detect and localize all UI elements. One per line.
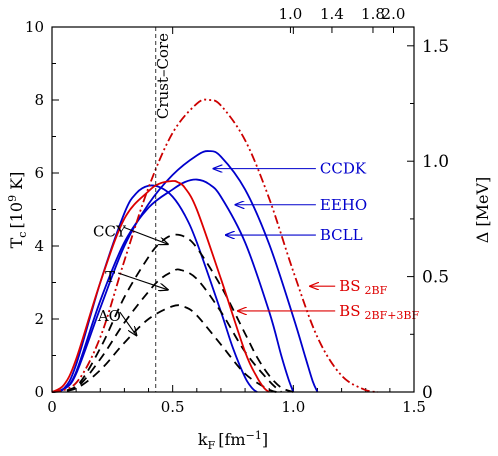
annotations: CCDK EEHO BCLL CCY T AO BS 2BF BS 2BF+3BF	[93, 160, 420, 336]
y2-tick-label: 0	[422, 383, 433, 403]
series-eeho	[51, 178, 295, 393]
label-bs-2bf-main: BS	[339, 277, 360, 295]
x-axis-title-unit-end: ]	[262, 430, 268, 449]
y-axis-title-unit-sup: 9	[6, 195, 19, 202]
series-ao	[51, 304, 277, 393]
crust-core-label: Crust–Core	[154, 33, 172, 119]
y2-tick-label: 1.5	[422, 37, 449, 57]
x-axis-title-main: k	[198, 430, 208, 449]
label-eeho: EEHO	[320, 196, 367, 214]
label-bs-2bf: BS 2BF	[339, 277, 387, 297]
series-ccdk	[51, 150, 319, 393]
y-tick-label: 0	[34, 383, 44, 401]
y-axis-title-unit-end: K]	[7, 172, 26, 195]
arrow-ccy	[123, 226, 168, 244]
y-tick-label: 6	[34, 164, 44, 182]
curves	[51, 98, 378, 393]
label-bs-2bf-sub: 2BF	[364, 284, 387, 297]
label-ccdk: CCDK	[320, 160, 367, 178]
y-axis-title-main: T	[7, 237, 26, 248]
y-axis-title-unit: [10	[7, 202, 26, 229]
y-axis-title: Tc [109 K]	[6, 172, 29, 249]
series-bs-2bf-3bf	[51, 180, 270, 393]
y2-tick-label: 0.5	[422, 268, 449, 288]
x-tick-label: 0	[47, 398, 57, 416]
y-tick-label: 4	[34, 237, 44, 255]
arrow-t	[117, 272, 168, 290]
y-tick-label: 10	[25, 18, 44, 36]
top-tick-label: 2.0	[382, 5, 406, 23]
label-ao: AO	[97, 307, 121, 325]
label-bs-2bf-3bf: BS 2BF+3BF	[339, 302, 419, 322]
label-eeho-main: EEHO	[320, 196, 367, 214]
label-ao-main: AO	[97, 307, 121, 325]
label-t-main: T	[105, 268, 115, 286]
label-t: T	[105, 268, 115, 286]
label-ccdk-main: CCDK	[320, 160, 367, 178]
plot-frame	[51, 26, 415, 393]
y-axis-title-sub: c	[16, 232, 29, 238]
y2-axis-title: Δ [MeV]	[473, 177, 492, 244]
label-bcll: BCLL	[320, 226, 363, 244]
x-axis-title: kF [fm−1]	[198, 429, 268, 452]
x-tick-label: 1.5	[402, 398, 426, 416]
series-bs-2bf	[51, 98, 378, 393]
y-tick-label: 8	[34, 91, 44, 109]
y2-tick-label: 1.0	[422, 152, 449, 172]
label-bcll-main: BCLL	[320, 226, 363, 244]
top-tick-label: 1.8	[361, 5, 385, 23]
series-ccy	[51, 233, 294, 393]
y-tick-label: 2	[34, 310, 44, 328]
top-tick-label: 1.0	[279, 5, 303, 23]
label-bs-2bf-3bf-main: BS	[339, 302, 360, 320]
top-tick-label: 1.4	[320, 5, 344, 23]
x-axis-title-sub: F	[208, 439, 216, 452]
arrow-ao	[119, 311, 137, 335]
label-bs-2bf-3bf-sub: 2BF+3BF	[364, 309, 419, 322]
label-ccy: CCY	[93, 222, 127, 240]
x-axis-title-unit: [fm	[218, 430, 245, 449]
x-axis-title-unit-sup: −1	[246, 429, 262, 442]
label-ccy-main: CCY	[93, 222, 127, 240]
series-bcll	[51, 184, 258, 393]
x-tick-label: 1.0	[281, 398, 305, 416]
x-tick-label: 0.5	[161, 398, 185, 416]
